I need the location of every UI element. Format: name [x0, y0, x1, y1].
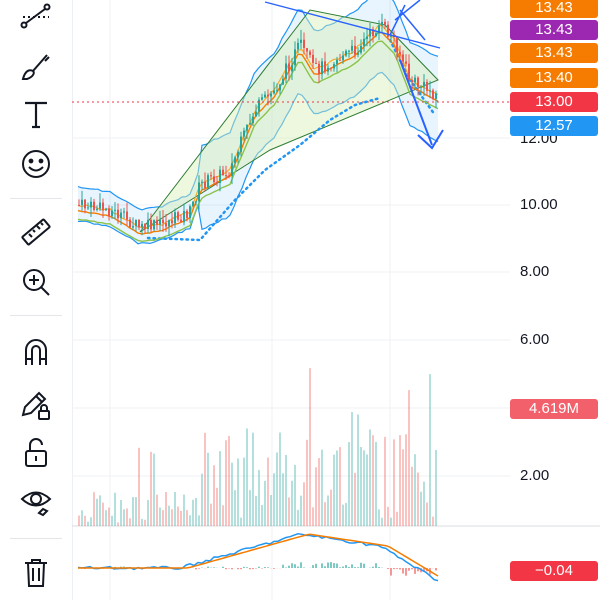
down-arrow-drawing	[399, 59, 433, 146]
brush-tool-icon[interactable]	[12, 42, 60, 90]
candlesticks	[78, 13, 437, 237]
emoji-tool-icon[interactable]	[12, 140, 60, 188]
moving-average-line-2	[77, 40, 439, 243]
toolbar-divider	[10, 538, 62, 539]
arrow-line-drawing	[399, 9, 426, 41]
macd-value-label: −0.04	[510, 561, 598, 581]
price-axis-tick: 10.00	[520, 196, 558, 213]
macd-line	[77, 533, 439, 582]
price-axis-tick: 8.00	[520, 263, 550, 280]
measure-ruler-icon[interactable]	[12, 208, 60, 256]
toolbar-divider	[10, 315, 62, 316]
eye-visibility-icon[interactable]	[12, 476, 60, 524]
drawing-toolbar	[0, 0, 73, 600]
unlock-icon[interactable]	[12, 428, 60, 476]
price-chart-canvas[interactable]	[72, 0, 600, 600]
bollinger-upper-band	[77, 0, 439, 211]
volume-value-label: 4.619M	[510, 399, 598, 419]
price-label-ma: 13.43	[510, 0, 598, 18]
down-arrow-head	[417, 129, 444, 150]
bollinger-price-label: 12.57	[510, 116, 598, 136]
volume-histogram	[78, 368, 437, 526]
price-axis-tick: 6.00	[520, 331, 550, 348]
price-label-ma: 13.43	[510, 43, 598, 63]
zoom-in-icon[interactable]	[12, 258, 60, 306]
macd-signal-line	[78, 533, 439, 577]
bollinger-lower-band	[77, 71, 439, 245]
current-price-label: 13.00	[510, 92, 598, 112]
arrow-line-drawing	[389, 0, 421, 36]
price-label-ma: 13.40	[510, 68, 598, 88]
trend-line-tool-icon[interactable]	[12, 0, 60, 40]
text-tool-icon[interactable]	[12, 90, 60, 138]
lock-drawings-icon[interactable]	[12, 380, 60, 428]
price-axis-tick: 2.00	[520, 467, 550, 484]
trash-icon[interactable]	[12, 548, 60, 596]
trend-line-drawing	[264, 1, 441, 49]
magnet-icon[interactable]	[12, 328, 60, 376]
price-label-ma: 13.43	[510, 20, 598, 40]
toolbar-divider	[10, 198, 62, 199]
